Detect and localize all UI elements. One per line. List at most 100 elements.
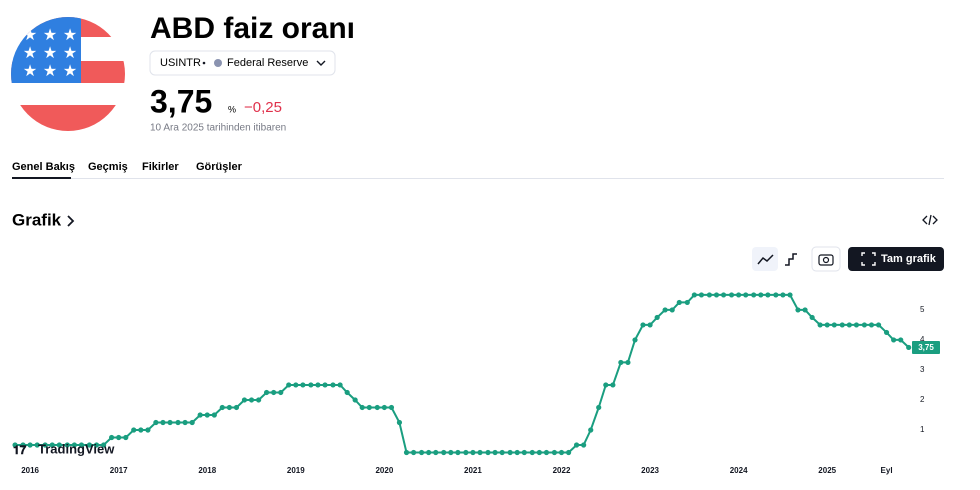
section-title[interactable]: Grafik [12,210,62,229]
marker [12,442,18,448]
marker [780,292,786,298]
marker [684,299,690,306]
dot [202,61,206,65]
change: −0,25 [244,99,282,116]
marker [470,449,476,456]
symbol-pill[interactable] [149,50,336,76]
snapshot-button[interactable] [811,246,841,272]
marker [42,442,48,448]
svg-text:★: ★ [23,27,37,44]
marker [581,442,587,448]
tab[interactable]: Geçmiş [88,161,128,173]
marker [868,322,875,328]
marker [145,427,151,433]
marker [86,442,93,448]
tab[interactable]: Fikirler [142,161,179,173]
marker [883,329,890,336]
marker [153,419,159,426]
marker [691,292,697,298]
marker [640,322,646,328]
marker [344,389,350,396]
y-tick-label: 5 [920,305,925,314]
marker [514,449,520,456]
tab[interactable]: Genel Bakış [12,161,75,173]
marker [906,344,912,351]
x-tick-label: 2022 [553,466,571,475]
marker [138,427,144,433]
marker [477,449,483,456]
marker [56,442,62,448]
marker [403,449,410,456]
marker [101,442,107,448]
marker [433,449,439,456]
x-tick-label: Eyl [881,466,893,475]
x-tick-label: 2025 [818,466,836,475]
marker [352,397,358,403]
marker [662,307,668,313]
marker [426,449,432,456]
y-tick-label: 3 [920,365,925,374]
marker [610,382,616,388]
marker [787,292,793,298]
svg-text:★: ★ [43,63,57,80]
marker [455,449,461,456]
marker [366,404,372,411]
marker [728,292,735,298]
marker [463,449,469,456]
step-icon[interactable] [785,253,797,266]
flag: ★ ★ ★ ★ ★ ★ ★ ★ ★ [11,17,125,131]
marker [891,337,897,343]
marker [330,382,336,388]
marker [706,292,713,298]
plot: 1 2 3 4 5 2016 2017 2018 2019 2020 2021 2022 2023 202… [12,292,940,475]
marker [773,292,779,298]
marker [846,322,852,328]
svg-text:★: ★ [23,63,37,80]
marker [875,322,882,328]
embed-icon[interactable] [922,214,938,226]
source: Federal Reserve [227,57,308,69]
x-tick-label: 2018 [198,466,216,475]
marker [226,404,232,411]
marker [736,292,742,298]
marker [219,404,225,411]
marker [551,449,558,456]
marker [751,292,757,298]
marker [492,449,498,456]
marker [93,442,100,448]
marker [34,442,40,448]
marker [278,389,284,396]
marker [315,382,321,388]
marker [286,382,292,388]
marker [308,382,314,388]
marker [71,442,77,448]
marker [381,404,387,411]
tab[interactable]: Görüşler [196,161,243,173]
marker [211,412,217,418]
marker [654,314,660,321]
marker [647,322,653,328]
marker [507,449,513,456]
marker [182,419,188,426]
svg-text:★: ★ [23,45,37,62]
marker [809,314,815,321]
marker [189,419,195,426]
x-tick-label: 2023 [641,466,659,475]
marker [256,397,262,403]
expand-icon [861,252,876,266]
svg-text:★: ★ [63,27,77,44]
y-tick-label: 2 [920,395,925,404]
logo-mark: 𝟏𝟕 [13,443,27,457]
marker [448,449,454,456]
marker [676,299,682,306]
marker [396,419,403,426]
marker [632,337,638,343]
marker [64,442,70,448]
marker [558,449,565,456]
marker [233,404,240,411]
price-tag [912,340,940,354]
marker [160,419,166,426]
svg-text:★: ★ [63,63,77,80]
marker [853,322,860,328]
